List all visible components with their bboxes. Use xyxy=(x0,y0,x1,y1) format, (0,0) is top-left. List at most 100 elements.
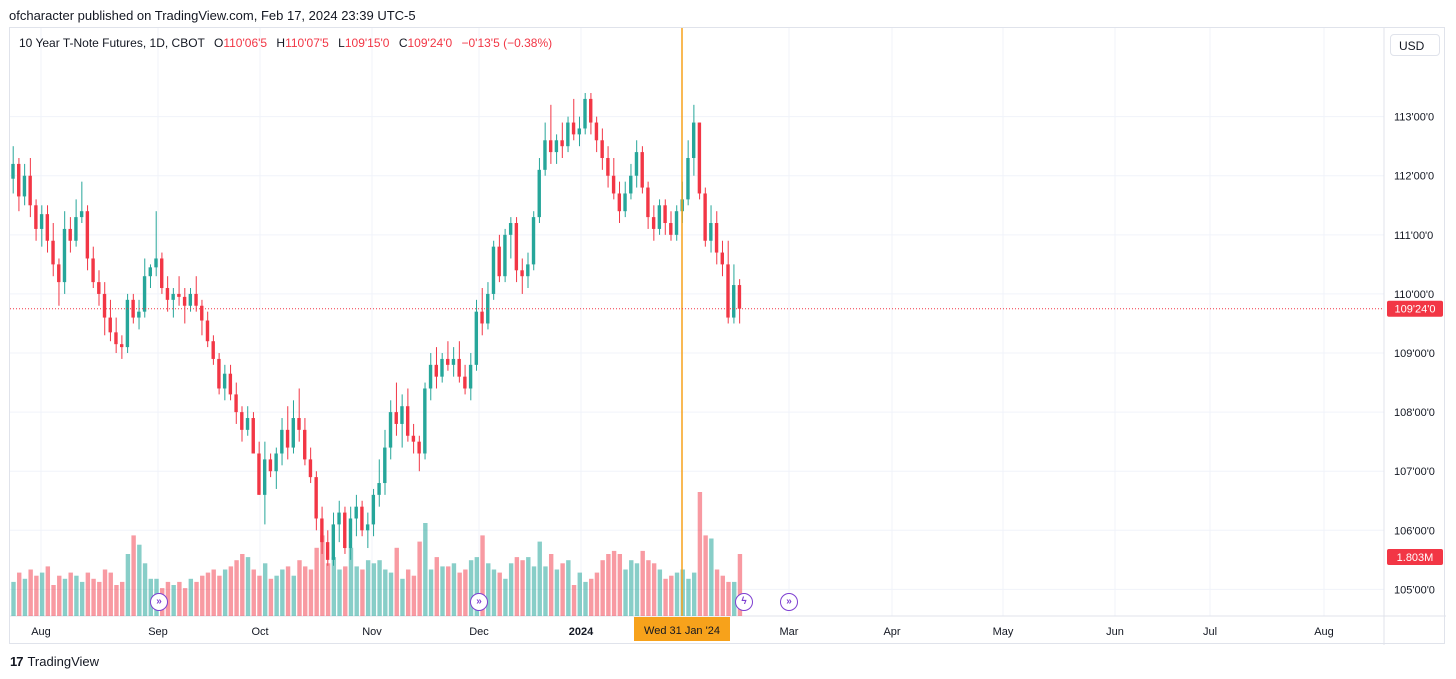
candle-body[interactable] xyxy=(394,412,398,424)
candle-body[interactable] xyxy=(400,406,404,424)
candle-body[interactable] xyxy=(211,341,215,359)
dividend-event-icon-2[interactable]: » xyxy=(470,593,488,611)
candle-body[interactable] xyxy=(468,364,473,389)
candle-body[interactable] xyxy=(526,264,530,277)
candle-body[interactable] xyxy=(303,429,307,460)
candle-body[interactable] xyxy=(411,435,416,442)
candle-body[interactable] xyxy=(62,228,67,283)
candle-body[interactable] xyxy=(360,506,364,531)
candle-body[interactable] xyxy=(108,317,112,333)
candle-body[interactable] xyxy=(600,140,604,159)
candle-body[interactable] xyxy=(583,98,587,129)
chart-panel[interactable]: 113'00'0 112'00'0 111'00'0 110'00'0 109'00'0… xyxy=(9,27,1446,645)
candle-body[interactable] xyxy=(554,140,559,153)
candle-body[interactable] xyxy=(428,364,433,389)
candle-body[interactable] xyxy=(560,140,564,147)
candle-body[interactable] xyxy=(377,483,381,495)
candle-body[interactable] xyxy=(343,512,347,549)
candle-body[interactable] xyxy=(177,293,181,297)
candle-body[interactable] xyxy=(97,282,101,294)
candle-body[interactable] xyxy=(262,459,267,495)
candle-body[interactable] xyxy=(68,228,72,241)
candle-body[interactable] xyxy=(491,246,496,294)
candle-body[interactable] xyxy=(28,175,32,206)
candle-body[interactable] xyxy=(577,128,581,135)
candle-body[interactable] xyxy=(548,140,553,153)
candle-body[interactable] xyxy=(720,252,724,265)
candle-body[interactable] xyxy=(503,234,507,277)
candle-body[interactable] xyxy=(205,320,210,342)
candle-body[interactable] xyxy=(137,311,141,318)
candle-body[interactable] xyxy=(165,288,170,300)
candle-body[interactable] xyxy=(354,506,358,519)
candle-body[interactable] xyxy=(451,358,456,365)
candle-body[interactable] xyxy=(125,299,130,348)
candle-body[interactable] xyxy=(405,406,410,436)
candle-body[interactable] xyxy=(611,175,616,194)
candle-body[interactable] xyxy=(217,358,221,389)
candle-body[interactable] xyxy=(457,358,461,377)
candle-body[interactable] xyxy=(291,418,295,448)
candle-body[interactable] xyxy=(629,175,633,194)
candle-body[interactable] xyxy=(434,364,438,377)
candle-body[interactable] xyxy=(634,152,639,176)
candle-body[interactable] xyxy=(474,311,479,365)
candle-body[interactable] xyxy=(703,193,707,241)
candle-body[interactable] xyxy=(371,494,376,525)
candle-body[interactable] xyxy=(417,441,421,454)
candle-body[interactable] xyxy=(154,258,158,268)
currency-button[interactable]: USD xyxy=(1390,34,1440,56)
candle-body[interactable] xyxy=(674,211,679,235)
candle-body[interactable] xyxy=(657,205,662,229)
candle-body[interactable] xyxy=(669,223,673,235)
candle-body[interactable] xyxy=(623,193,627,212)
candle-body[interactable] xyxy=(34,205,38,229)
candle-body[interactable] xyxy=(331,524,336,560)
candle-body[interactable] xyxy=(571,122,576,135)
candle-body[interactable] xyxy=(91,258,95,283)
candle-body[interactable] xyxy=(251,418,255,454)
candle-body[interactable] xyxy=(646,187,650,218)
candle-body[interactable] xyxy=(514,223,519,271)
dividend-event-icon-3[interactable]: » xyxy=(780,593,798,611)
candle-body[interactable] xyxy=(697,122,702,194)
candle-body[interactable] xyxy=(314,477,318,519)
candle-body[interactable] xyxy=(617,193,622,212)
candle-body[interactable] xyxy=(285,429,290,448)
candle-body[interactable] xyxy=(200,305,204,321)
candle-body[interactable] xyxy=(325,542,330,560)
candle-body[interactable] xyxy=(383,447,387,484)
candle-body[interactable] xyxy=(45,214,50,241)
candle-body[interactable] xyxy=(257,453,261,495)
plot-area[interactable] xyxy=(10,28,1384,616)
candle-body[interactable] xyxy=(148,267,152,277)
candle-body[interactable] xyxy=(268,459,273,472)
candle-body[interactable] xyxy=(463,376,467,389)
candle-body[interactable] xyxy=(480,311,484,324)
candle-body[interactable] xyxy=(297,418,301,430)
candle-body[interactable] xyxy=(651,217,656,229)
candle-body[interactable] xyxy=(222,373,227,389)
candle-body[interactable] xyxy=(74,217,78,241)
candle-body[interactable] xyxy=(234,394,238,413)
dividend-event-icon-1[interactable]: » xyxy=(150,593,168,611)
candle-body[interactable] xyxy=(537,169,541,218)
candle-body[interactable] xyxy=(732,285,736,318)
candle-body[interactable] xyxy=(240,412,244,430)
candle-body[interactable] xyxy=(388,412,393,448)
candle-body[interactable] xyxy=(531,217,536,265)
candle-body[interactable] xyxy=(423,388,427,454)
candle-body[interactable] xyxy=(39,214,44,229)
candle-body[interactable] xyxy=(182,296,187,306)
candle-body[interactable] xyxy=(320,518,324,543)
candle-body[interactable] xyxy=(508,223,513,235)
candle-body[interactable] xyxy=(543,140,547,170)
candle-body[interactable] xyxy=(160,258,164,289)
candle-body[interactable] xyxy=(594,122,599,141)
candle-body[interactable] xyxy=(365,524,370,531)
candlestick-chart[interactable]: 113'00'0 112'00'0 111'00'0 110'00'0 109'00'0… xyxy=(10,28,1446,645)
candle-body[interactable] xyxy=(114,332,118,345)
symbol-title[interactable]: 10 Year T-Note Futures, 1D, CBOT xyxy=(19,36,205,50)
candle-body[interactable] xyxy=(691,122,696,159)
candle-body[interactable] xyxy=(245,418,250,430)
